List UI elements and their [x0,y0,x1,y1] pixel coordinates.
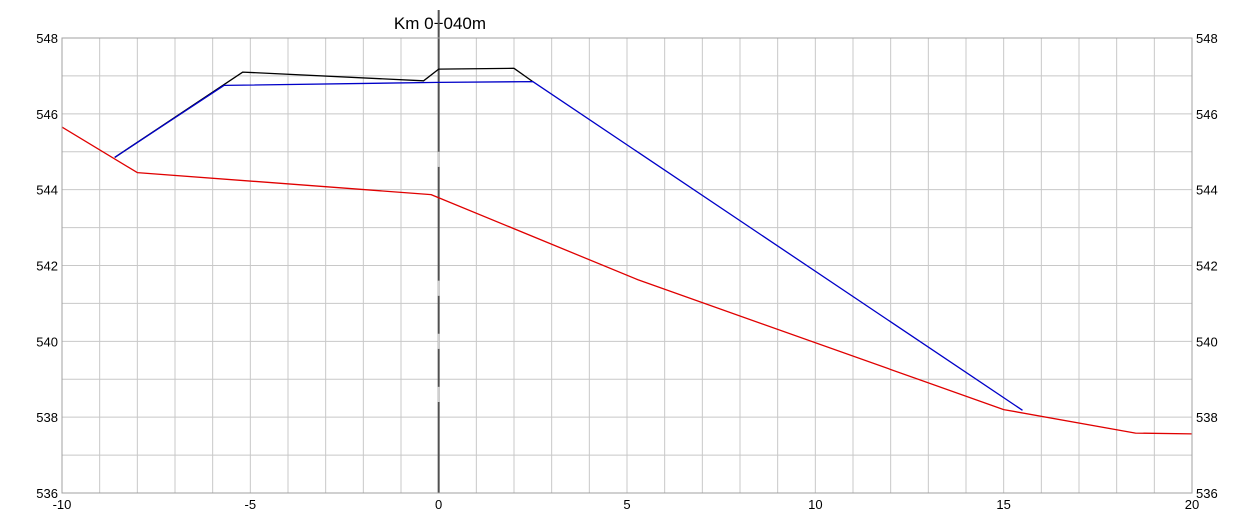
x-tick-label: -5 [245,497,257,512]
x-tick-label: -10 [53,497,72,512]
series-group [61,67,1193,435]
chart-title: Km 0+040m [394,14,486,33]
fill-slope-line [114,80,1023,411]
y-tick-label-right: 546 [1196,107,1218,122]
y-tick-label-right: 536 [1196,486,1218,501]
y-axis-right-ticks: 536 538 540 542 544 546 548 [1196,31,1218,501]
chart-grid [61,37,1193,494]
ground-line [61,126,1193,435]
y-tick-label-right: 538 [1196,410,1218,425]
plot-frame [61,37,1193,494]
y-tick-label-right: 542 [1196,259,1218,274]
y-tick-label-left: 536 [36,486,58,501]
x-axis-ticks: -10 -5 0 5 10 15 20 [53,497,1200,512]
x-tick-label: 20 [1185,497,1199,512]
y-tick-label-left: 544 [36,183,58,198]
y-tick-label-left: 548 [36,31,58,46]
y-tick-label-right: 548 [1196,31,1218,46]
x-tick-label: 5 [623,497,630,512]
y-tick-label-right: 544 [1196,183,1218,198]
x-tick-label: 15 [996,497,1010,512]
y-axis-left-ticks: 536 538 540 542 544 546 548 [36,31,58,501]
x-tick-label: 10 [808,497,822,512]
x-tick-label: 0 [435,497,442,512]
y-tick-label-left: 542 [36,259,58,274]
y-tick-label-left: 538 [36,410,58,425]
y-tick-label-left: 546 [36,107,58,122]
y-tick-label-right: 540 [1196,334,1218,349]
y-tick-label-left: 540 [36,334,58,349]
